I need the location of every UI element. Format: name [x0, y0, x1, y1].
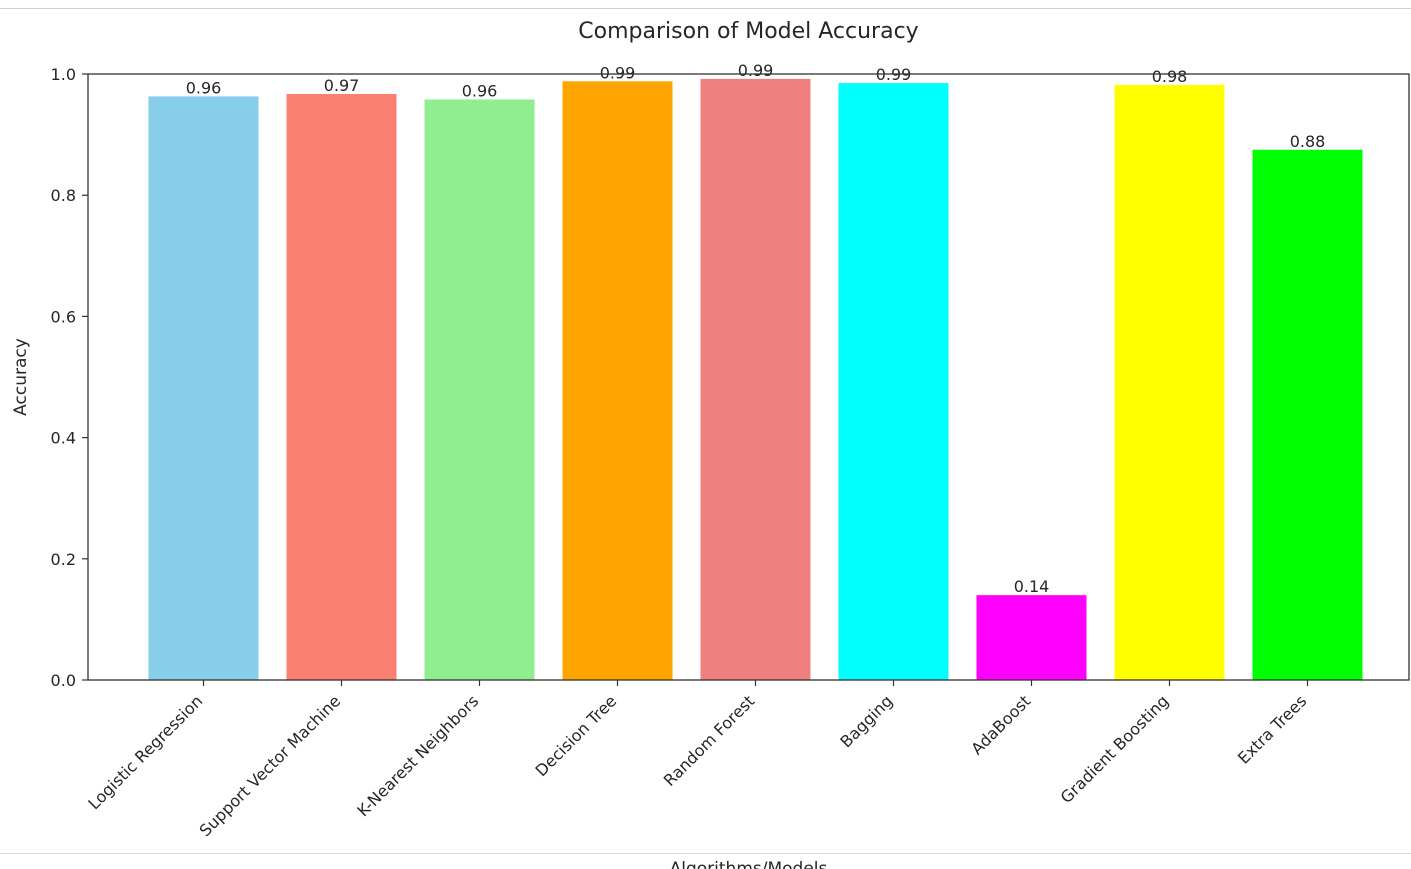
- y-tick-label: 0.0: [51, 671, 76, 690]
- bar: [148, 96, 259, 680]
- x-axis-label: Algorithms/Models: [670, 859, 828, 869]
- x-tick-label: Logistic Regression: [84, 691, 206, 813]
- data-label: 0.98: [1152, 67, 1188, 86]
- x-tick-label: AdaBoost: [967, 691, 1034, 758]
- data-label: 0.97: [324, 76, 360, 95]
- bar: [976, 595, 1087, 680]
- x-tick-label: Support Vector Machine: [196, 691, 345, 840]
- data-label: 0.99: [738, 61, 774, 80]
- plot-frame: [87, 73, 1410, 681]
- x-tick-label: Bagging: [836, 691, 896, 751]
- y-tick-label: 0.4: [51, 429, 76, 448]
- value-labels-group: 0.96 0.97 0.960.99 0.99 0.990.140.980.88: [186, 61, 1326, 596]
- data-label: 0.96: [462, 81, 498, 100]
- bars-group: [148, 78, 1363, 681]
- bottom-divider: [0, 853, 1411, 854]
- x-tick-label: Decision Tree: [532, 691, 621, 780]
- data-label: 0.96: [186, 78, 222, 97]
- y-tick-label: 0.2: [51, 550, 76, 569]
- bar: [700, 78, 811, 680]
- y-axis-label: Accuracy: [11, 338, 31, 416]
- y-tick-label: 0.6: [51, 307, 76, 326]
- chart-title: Comparison of Model Accuracy: [578, 19, 918, 44]
- bar: [286, 93, 397, 681]
- x-tick-label: K-Nearest Neighbors: [353, 691, 482, 820]
- top-divider: [0, 8, 1411, 9]
- data-label: 0.14: [1014, 577, 1050, 596]
- bar: [562, 81, 673, 681]
- x-tick-label: Random Forest: [660, 691, 759, 790]
- bar: [424, 99, 535, 680]
- x-tick-label: Gradient Boosting: [1057, 691, 1173, 807]
- data-label: 0.88: [1290, 132, 1326, 151]
- bar: [1114, 84, 1225, 680]
- bar: [838, 83, 949, 681]
- y-tick-label: 0.8: [51, 186, 76, 205]
- y-tick-label: 1.0: [51, 65, 76, 84]
- data-label: 0.99: [600, 63, 636, 82]
- y-axis: 0.0 0.2 0.4 0.6 0.8 1.0: [51, 65, 88, 690]
- x-tick-label: Extra Trees: [1234, 691, 1310, 767]
- bar: [1252, 149, 1363, 680]
